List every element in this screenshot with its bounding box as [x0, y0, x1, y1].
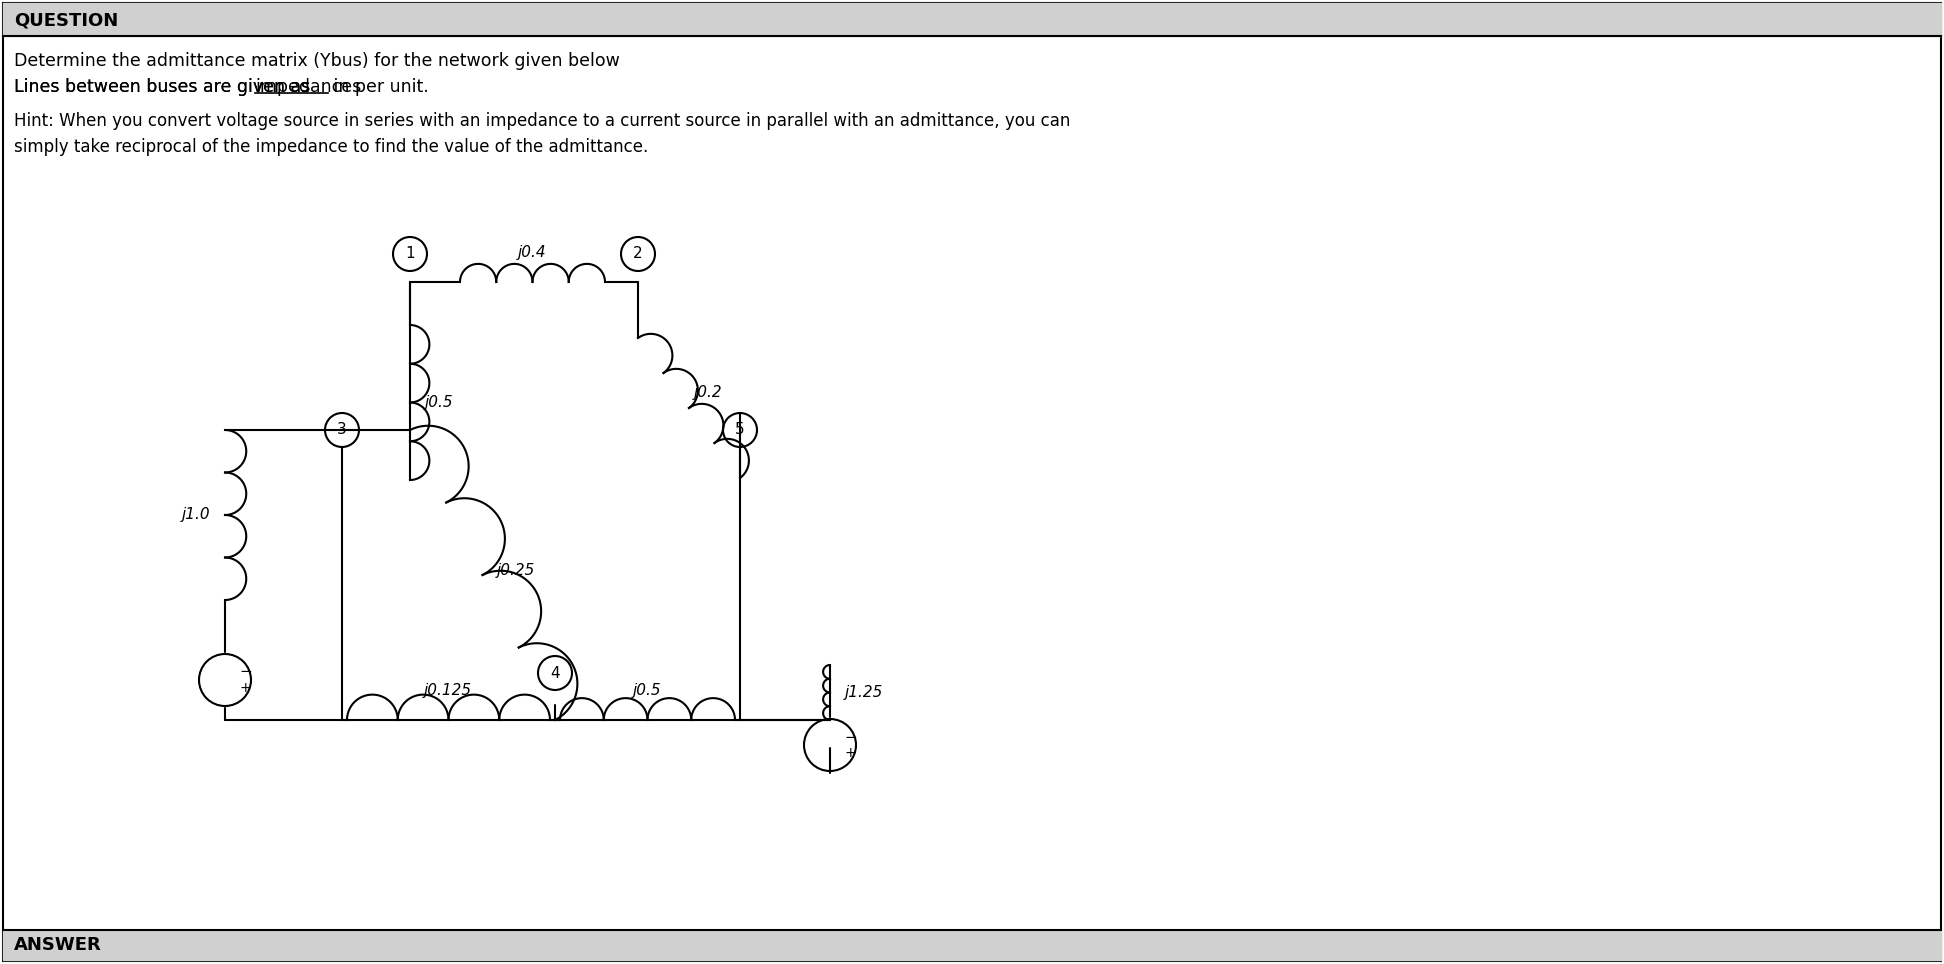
Text: 2: 2 — [634, 247, 643, 261]
Text: +: + — [844, 746, 855, 760]
Text: j0.5: j0.5 — [632, 683, 661, 698]
Text: 4: 4 — [550, 665, 560, 681]
Text: in per unit.: in per unit. — [329, 78, 428, 96]
Text: impedances: impedances — [255, 78, 362, 96]
Text: 5: 5 — [735, 422, 745, 438]
Text: j1.25: j1.25 — [846, 684, 883, 700]
Text: −: − — [239, 664, 253, 680]
Text: QUESTION: QUESTION — [14, 11, 119, 29]
Text: simply take reciprocal of the impedance to find the value of the admittance.: simply take reciprocal of the impedance … — [14, 138, 647, 156]
Text: ANSWER: ANSWER — [14, 936, 101, 954]
Text: j0.25: j0.25 — [498, 563, 535, 577]
Text: Lines between buses are given as: Lines between buses are given as — [14, 78, 315, 96]
Text: 3: 3 — [336, 422, 346, 438]
Text: Hint: When you convert voltage source in series with an impedance to a current s: Hint: When you convert voltage source in… — [14, 112, 1071, 130]
Text: j0.2: j0.2 — [694, 386, 721, 400]
Text: j0.4: j0.4 — [517, 245, 546, 260]
Text: j1.0: j1.0 — [181, 507, 210, 522]
Text: +: + — [239, 681, 251, 695]
Text: Lines between buses are given as: Lines between buses are given as — [14, 78, 315, 96]
Text: 1: 1 — [404, 247, 414, 261]
Text: Determine the admittance matrix (Ybus) for the network given below: Determine the admittance matrix (Ybus) f… — [14, 52, 620, 70]
Text: −: − — [844, 730, 857, 744]
Text: j0.125: j0.125 — [424, 683, 472, 698]
Text: j0.5: j0.5 — [426, 394, 453, 410]
